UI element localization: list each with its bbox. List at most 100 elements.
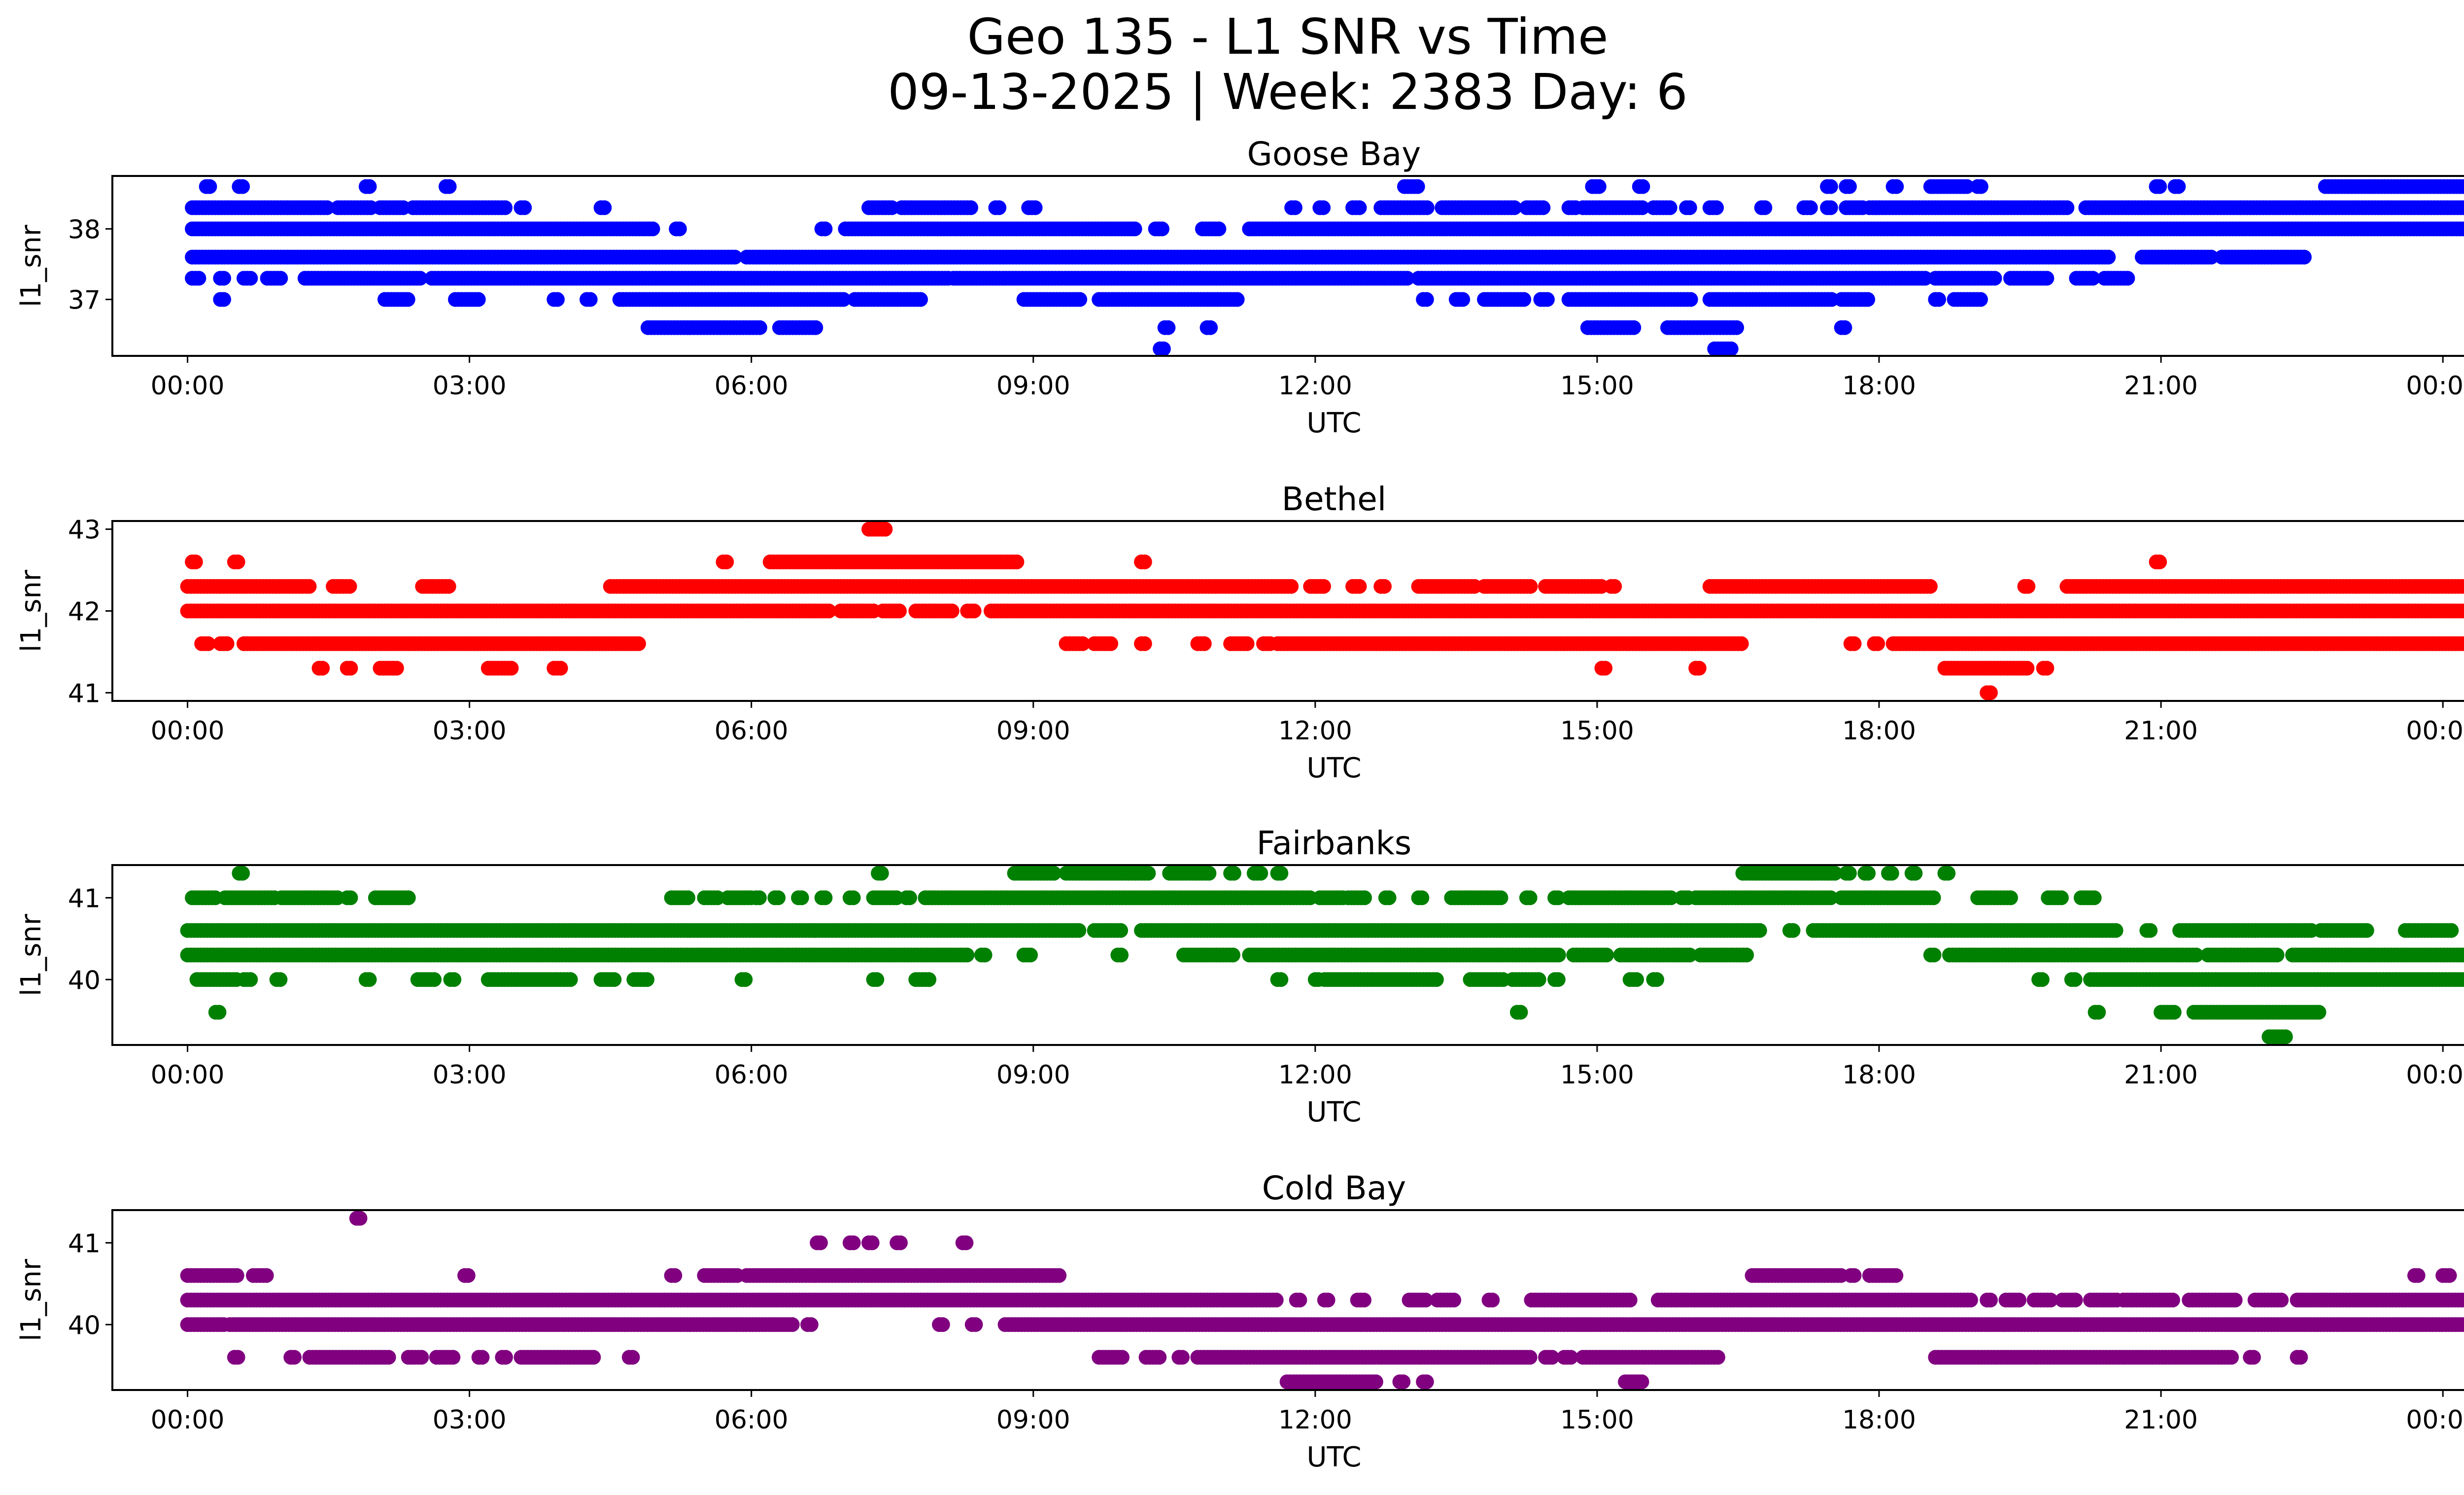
data-points-goose-bay bbox=[185, 179, 2464, 356]
data-point bbox=[836, 292, 851, 307]
data-point bbox=[1161, 320, 1176, 335]
x-axis-label-goose-bay: UTC bbox=[1306, 407, 1361, 439]
data-point bbox=[553, 661, 568, 676]
data-point bbox=[727, 249, 743, 265]
data-point bbox=[1931, 292, 1947, 307]
data-point bbox=[1683, 292, 1698, 307]
data-point bbox=[1507, 200, 1522, 215]
data-points-bethel bbox=[180, 522, 2464, 700]
data-point bbox=[1734, 636, 1749, 651]
figure-title-line1: Geo 135 - L1 SNR vs Time bbox=[967, 8, 1608, 66]
data-point bbox=[738, 972, 753, 987]
data-point bbox=[1598, 661, 1613, 676]
x-tick-label: 00:00 bbox=[151, 716, 225, 746]
data-point bbox=[1230, 292, 1245, 307]
data-point bbox=[1455, 292, 1471, 307]
data-point bbox=[273, 271, 288, 286]
data-point bbox=[2459, 222, 2464, 236]
data-point bbox=[1273, 972, 1289, 987]
data-point bbox=[302, 579, 317, 594]
data-point bbox=[188, 555, 203, 569]
data-point bbox=[645, 221, 660, 237]
data-point bbox=[273, 972, 288, 987]
data-point bbox=[1803, 200, 1818, 215]
data-point bbox=[427, 972, 442, 987]
x-tick-label: 18:00 bbox=[1842, 716, 1916, 746]
data-point bbox=[913, 292, 928, 307]
data-point bbox=[1137, 555, 1152, 569]
data-point bbox=[582, 292, 598, 307]
x-tick-label: 06:00 bbox=[715, 371, 788, 401]
data-point bbox=[1027, 200, 1043, 215]
data-point bbox=[1837, 320, 1852, 335]
data-point bbox=[216, 292, 231, 307]
data-point bbox=[1155, 221, 1169, 237]
data-point bbox=[2039, 271, 2054, 286]
data-point bbox=[1316, 200, 1331, 215]
x-tick-label: 03:00 bbox=[433, 371, 507, 401]
data-point bbox=[752, 320, 767, 335]
data-point bbox=[597, 200, 612, 215]
data-point bbox=[1626, 320, 1642, 335]
data-point bbox=[1540, 292, 1555, 307]
x-tick-label: 00:00 bbox=[2406, 371, 2464, 401]
data-point bbox=[818, 221, 833, 237]
data-point bbox=[1429, 972, 1444, 987]
x-tick-label: 03:00 bbox=[433, 716, 507, 746]
data-point bbox=[992, 200, 1007, 215]
data-point bbox=[2085, 271, 2100, 286]
panel-title-goose-bay: Goose Bay bbox=[1247, 135, 1421, 173]
data-point bbox=[2091, 1005, 2106, 1020]
data-point bbox=[640, 972, 654, 987]
data-point bbox=[1870, 636, 1885, 651]
data-point bbox=[243, 972, 258, 987]
data-point bbox=[1531, 972, 1546, 987]
figure-title-line2: 09-13-2025 | Week: 2383 Day: 6 bbox=[888, 63, 1688, 121]
data-point bbox=[1156, 341, 1171, 356]
data-point bbox=[471, 292, 486, 307]
data-point bbox=[1103, 636, 1119, 651]
data-point bbox=[1513, 1005, 1528, 1020]
data-point bbox=[2101, 249, 2116, 265]
data-point bbox=[1723, 341, 1739, 356]
data-point bbox=[1419, 200, 1435, 215]
data-point bbox=[2204, 249, 2219, 265]
data-point bbox=[1691, 661, 1707, 676]
data-point bbox=[2166, 1005, 2182, 1020]
data-point bbox=[1635, 179, 1650, 194]
y-axis-label-goose-bay: l1_snr bbox=[15, 224, 47, 307]
data-point bbox=[362, 179, 377, 194]
y-tick-label: 43 bbox=[68, 516, 101, 545]
data-point bbox=[216, 271, 231, 286]
data-point bbox=[1635, 200, 1650, 215]
x-tick-label: 09:00 bbox=[996, 716, 1070, 746]
data-point bbox=[2019, 661, 2035, 676]
data-point bbox=[1607, 579, 1622, 594]
data-point bbox=[1377, 579, 1392, 594]
data-point bbox=[1127, 221, 1142, 237]
x-tick-label: 15:00 bbox=[1560, 716, 1634, 746]
data-point bbox=[446, 972, 462, 987]
data-point bbox=[202, 179, 217, 194]
y-tick-label: 37 bbox=[68, 285, 101, 315]
data-point bbox=[563, 972, 578, 987]
data-point bbox=[1649, 972, 1664, 987]
data-point bbox=[607, 972, 622, 987]
data-point bbox=[719, 555, 734, 569]
data-point bbox=[549, 292, 565, 307]
data-point bbox=[343, 661, 358, 676]
data-point bbox=[1072, 292, 1088, 307]
x-tick-label: 21:00 bbox=[2124, 371, 2198, 401]
data-points-fairbanks bbox=[180, 866, 2464, 1044]
data-point bbox=[944, 603, 959, 619]
data-point bbox=[1400, 271, 1415, 286]
data-point bbox=[1757, 200, 1773, 215]
x-tick-label: 12:00 bbox=[1278, 371, 1352, 401]
data-point bbox=[672, 221, 687, 237]
data-point bbox=[2311, 1005, 2327, 1020]
data-point bbox=[2067, 972, 2083, 987]
data-point bbox=[966, 603, 982, 619]
